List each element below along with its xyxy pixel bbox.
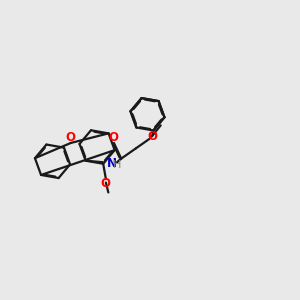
Text: N: N xyxy=(107,157,117,169)
Text: O: O xyxy=(148,130,158,143)
Text: O: O xyxy=(108,131,118,144)
Text: O: O xyxy=(66,131,76,144)
Text: H: H xyxy=(113,160,122,170)
Text: O: O xyxy=(100,177,110,190)
